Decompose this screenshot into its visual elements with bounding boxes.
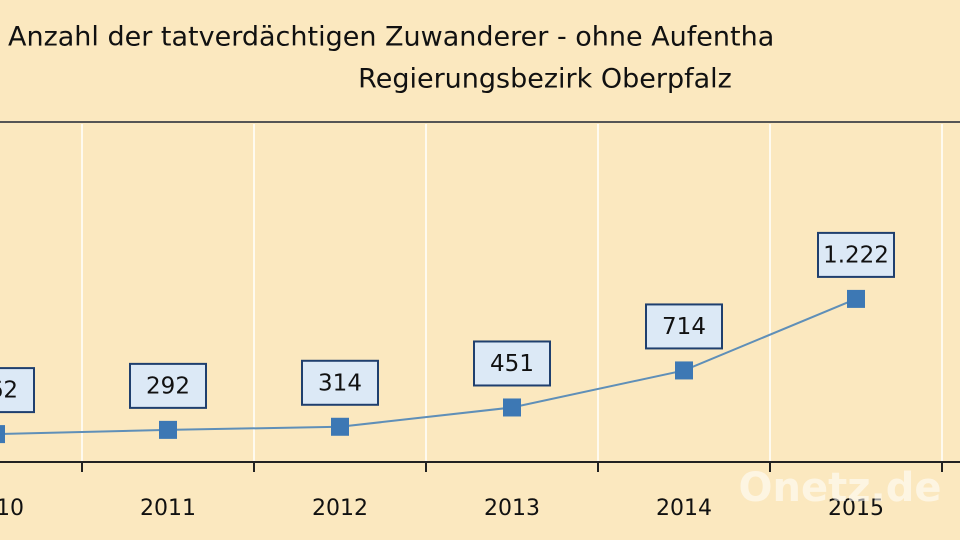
series-line <box>0 297 857 436</box>
value-label-box <box>301 359 379 406</box>
x-tick-label: 2014 <box>656 496 712 521</box>
marker <box>331 417 349 436</box>
value-label-box <box>473 340 551 387</box>
value-label: 714 <box>662 314 706 340</box>
value-label-box <box>129 362 207 409</box>
chart-title: Anzahl der tatverdächtigen Zuwanderer - … <box>8 22 774 53</box>
marker <box>159 420 177 439</box>
value-label: 1.222 <box>823 242 889 268</box>
value-label-box <box>645 303 723 350</box>
x-tick-label: 2013 <box>484 496 540 521</box>
x-tick-label: 2012 <box>312 496 368 521</box>
x-tick-label: 2010 <box>0 496 24 521</box>
chart-subtitle: Regierungsbezirk Oberpfalz <box>358 64 732 95</box>
value-label-box <box>0 367 35 414</box>
marker <box>503 398 521 417</box>
marker <box>675 361 693 380</box>
x-tick-label: 2011 <box>140 496 196 521</box>
x-tick-label: 2015 <box>828 496 884 521</box>
value-label-box <box>817 231 895 278</box>
marker <box>0 425 5 444</box>
value-label: 262 <box>0 378 18 404</box>
watermark: Onetz.de <box>739 465 942 511</box>
value-label: 451 <box>490 351 534 377</box>
marker <box>847 289 865 308</box>
value-label: 314 <box>318 370 362 396</box>
value-label: 292 <box>146 373 190 399</box>
